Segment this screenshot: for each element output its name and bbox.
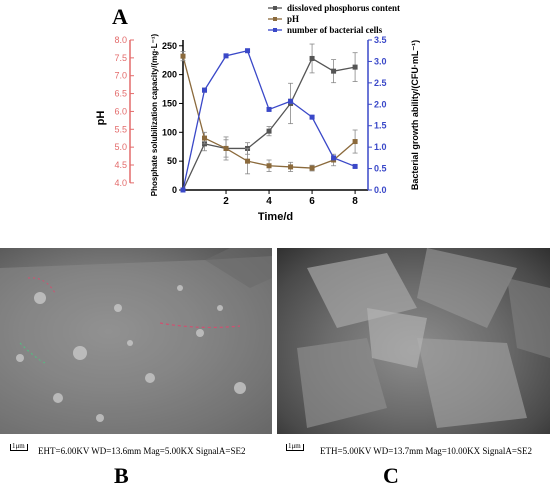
legend-label: number of bacterial cells (287, 25, 383, 35)
ph-tick-label: 4.0 (114, 178, 127, 188)
data-point (266, 128, 272, 134)
data-point (266, 106, 272, 112)
phosphate-tick-label: 150 (162, 98, 177, 108)
ph-axis-title: pH (95, 111, 107, 126)
scale-text-c: 1μm (288, 442, 301, 450)
data-point (352, 64, 358, 70)
data-point (266, 163, 272, 169)
phosphate-tick-label: 100 (162, 127, 177, 137)
data-point (288, 164, 294, 170)
scale-bar-b (10, 444, 28, 451)
legend-marker (273, 6, 277, 10)
data-point (202, 87, 208, 93)
phosphate-tick-label: 50 (167, 156, 177, 166)
ph-tick-label: 7.5 (114, 53, 127, 63)
data-point (288, 98, 294, 104)
bacteria-tick-label: 1.0 (374, 142, 387, 152)
panel-b-label: B (114, 463, 129, 488)
ph-tick-label: 7.0 (114, 71, 127, 81)
bacteria-tick-label: 1.5 (374, 121, 387, 131)
x-tick-label: 8 (352, 196, 358, 207)
bacteria-tick-label: 0.5 (374, 164, 387, 174)
sem-texture-b (0, 248, 272, 434)
sem-image-b (0, 248, 272, 434)
panel-a-label: A (112, 4, 128, 29)
sem-image-c (277, 248, 550, 434)
phosphate-tick-label: 250 (162, 41, 177, 51)
data-point (309, 165, 315, 171)
panel-c-label: C (383, 463, 399, 488)
sem-info-c: ETH=5.00KV WD=13.7mm Mag=10.00KX SignalA… (320, 446, 532, 456)
x-tick-label: 4 (266, 196, 272, 207)
data-point (331, 68, 337, 74)
sem-texture-c (297, 248, 550, 428)
ph-tick-label: 5.5 (114, 124, 127, 134)
phosphate-tick-label: 200 (162, 70, 177, 80)
data-point (245, 158, 251, 164)
data-point (223, 53, 229, 59)
legend-marker (273, 28, 277, 32)
bacteria-axis-title: Bacterial growth ability/(CFU·mL⁻¹) (410, 40, 420, 190)
phosphate-axis-title: Phosphate solubilization capacity/(mg·L⁻… (150, 33, 159, 196)
ph-tick-label: 5.0 (114, 142, 127, 152)
series-line-1 (182, 55, 356, 169)
bacteria-tick-label: 2.0 (374, 99, 387, 109)
bacteria-tick-label: 0.0 (374, 185, 387, 195)
data-point (331, 155, 337, 161)
data-point (180, 53, 186, 59)
ph-tick-label: 8.0 (114, 35, 127, 45)
data-point (180, 187, 186, 193)
x-tick-label: 6 (309, 196, 315, 207)
bacteria-tick-label: 3.5 (374, 35, 387, 45)
ph-tick-label: 6.5 (114, 89, 127, 99)
data-point (352, 139, 358, 145)
data-point (309, 55, 315, 61)
ph-tick-label: 4.5 (114, 160, 127, 170)
legend-label: pH (287, 14, 299, 24)
scale-bar-c (286, 444, 304, 451)
data-point (309, 114, 315, 120)
legend-marker (273, 17, 277, 21)
scale-text-b: 1μm (12, 442, 25, 450)
bacteria-tick-label: 2.5 (374, 78, 387, 88)
data-point (223, 145, 229, 151)
x-axis-title: Time/d (258, 211, 293, 223)
bacteria-tick-label: 3.0 (374, 56, 387, 66)
phosphate-tick-label: 0 (172, 185, 177, 195)
x-tick-label: 2 (223, 196, 229, 207)
data-point (202, 135, 208, 141)
data-point (352, 163, 358, 169)
legend-label: dissloved phosphorus content (287, 3, 400, 13)
data-point (245, 48, 251, 54)
sem-info-b: EHT=6.00KV WD=13.6mm Mag=5.00KX SignalA=… (38, 446, 246, 456)
ph-tick-label: 6.0 (114, 106, 127, 116)
